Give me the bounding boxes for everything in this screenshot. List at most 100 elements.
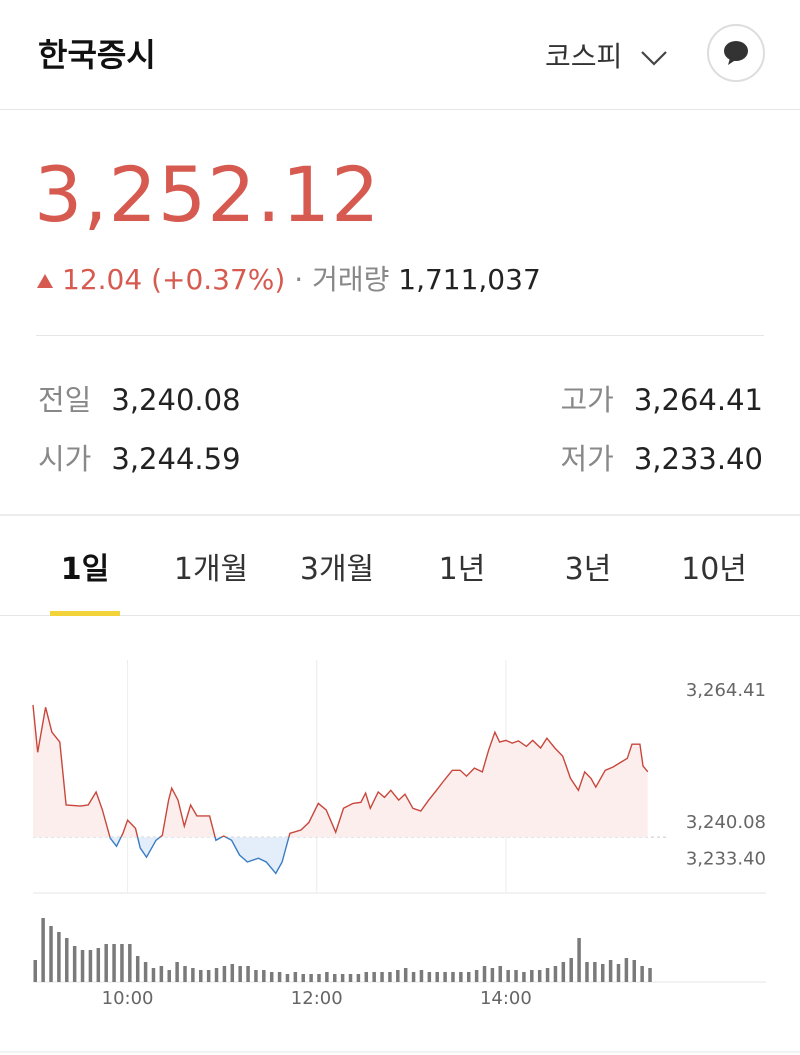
x-tick-label: 12:00	[291, 988, 343, 1009]
volume-bar	[277, 972, 282, 982]
y-tick-label: 3,233.40	[686, 848, 766, 869]
volume-bar	[388, 972, 392, 982]
period-tab[interactable]: 1개월	[173, 552, 249, 587]
volume-bar	[222, 966, 227, 982]
volume-bar	[135, 956, 140, 982]
stat-value: 3,244.59	[111, 442, 241, 476]
volume-bar	[191, 968, 195, 982]
volume-bar	[143, 962, 148, 982]
volume-bar	[435, 972, 439, 982]
volume-value: 1,711,037	[398, 263, 541, 296]
volume-bar	[175, 962, 179, 982]
stat-value: 3,233.40	[633, 442, 763, 476]
volume-bar	[593, 962, 597, 982]
volume-bar	[585, 962, 589, 982]
volume-bar	[372, 972, 376, 982]
volume-bar	[49, 926, 53, 982]
volume-bar	[72, 946, 77, 982]
volume-bar	[427, 972, 432, 982]
volume-bar	[41, 918, 45, 982]
volume-bar	[293, 972, 298, 982]
volume-bar	[199, 970, 203, 982]
divider	[0, 514, 800, 516]
volume-bar	[65, 938, 69, 982]
y-tick-label: 3,240.08	[686, 812, 766, 833]
volume-bar	[333, 974, 337, 982]
volume-bar	[403, 968, 408, 982]
volume-label: 거래량	[312, 263, 390, 296]
volume-bar	[301, 974, 305, 982]
volume-bar	[317, 974, 321, 982]
chevron-icon	[641, 51, 667, 66]
stat-value: 3,240.08	[111, 383, 241, 417]
volume-bar	[325, 972, 329, 982]
period-tab[interactable]: 3개월	[299, 552, 375, 587]
stat: 고가 3,264.41	[560, 377, 763, 419]
volume-bar	[451, 972, 455, 982]
volume-bar	[498, 966, 503, 982]
app-title: 한국증시	[38, 36, 156, 74]
chat-button[interactable]	[706, 23, 766, 83]
volume-bar	[553, 966, 558, 982]
stat-label: 시가	[38, 442, 92, 476]
volume-bar	[254, 970, 258, 982]
volume-bar	[104, 944, 108, 982]
volume-bar	[120, 944, 124, 982]
x-tick-label: 10:00	[102, 988, 154, 1009]
volume-bar	[151, 968, 156, 982]
divider	[36, 335, 764, 336]
volume-bar	[466, 972, 471, 982]
x-tick-label: 14:00	[480, 988, 532, 1009]
volume-bar	[238, 966, 242, 982]
volume-bar	[396, 970, 400, 982]
divider	[0, 615, 800, 616]
volume-bar	[522, 972, 526, 982]
volume-bar	[33, 960, 37, 982]
volume-bar	[514, 970, 518, 982]
period-tab[interactable]: 3년	[564, 552, 612, 587]
market-dropdown[interactable]: 코스피	[545, 35, 669, 75]
volume-bar	[112, 944, 116, 982]
volume-bar	[459, 972, 463, 982]
volume-bar	[419, 970, 424, 982]
period-tab[interactable]: 10년	[681, 552, 747, 587]
volume-bar	[608, 960, 613, 982]
volume-bar	[159, 966, 164, 982]
period-tab[interactable]: 1년	[438, 552, 486, 587]
volume-bar	[380, 972, 384, 982]
stat-label: 고가	[560, 383, 614, 417]
volume-bar	[632, 960, 637, 982]
area-fill	[33, 705, 648, 874]
active-tab-indicator	[50, 611, 120, 616]
stat-value: 3,264.41	[633, 383, 763, 417]
stat: 시가 3,244.59	[38, 436, 241, 478]
volume-bar	[214, 968, 219, 982]
volume-bar	[230, 964, 235, 982]
volume-bar	[88, 950, 93, 982]
volume-bar	[640, 966, 644, 982]
volume-bar	[80, 950, 85, 982]
separator-dot: ·	[294, 263, 304, 296]
change-percent: (+0.37%)	[151, 263, 286, 296]
volume-bar	[183, 966, 187, 982]
volume-bar	[262, 970, 266, 982]
volume-bar	[537, 970, 542, 982]
volume-bar	[364, 972, 369, 982]
volume-bar	[285, 974, 290, 982]
volume-bar	[348, 974, 353, 982]
volume-bar	[490, 968, 495, 982]
volume-bar	[309, 974, 313, 982]
volume-bar	[616, 964, 621, 982]
volume-bar	[57, 932, 61, 982]
volume-bar	[167, 970, 171, 982]
stat-label: 전일	[38, 383, 92, 417]
volume-bar	[530, 970, 534, 982]
up-arrow-icon	[37, 274, 53, 288]
volume-bar	[600, 964, 605, 982]
period-tab[interactable]: 1일	[60, 552, 110, 587]
volume-bar	[561, 962, 566, 982]
volume-bar	[246, 966, 250, 982]
volume-bar	[577, 938, 581, 982]
